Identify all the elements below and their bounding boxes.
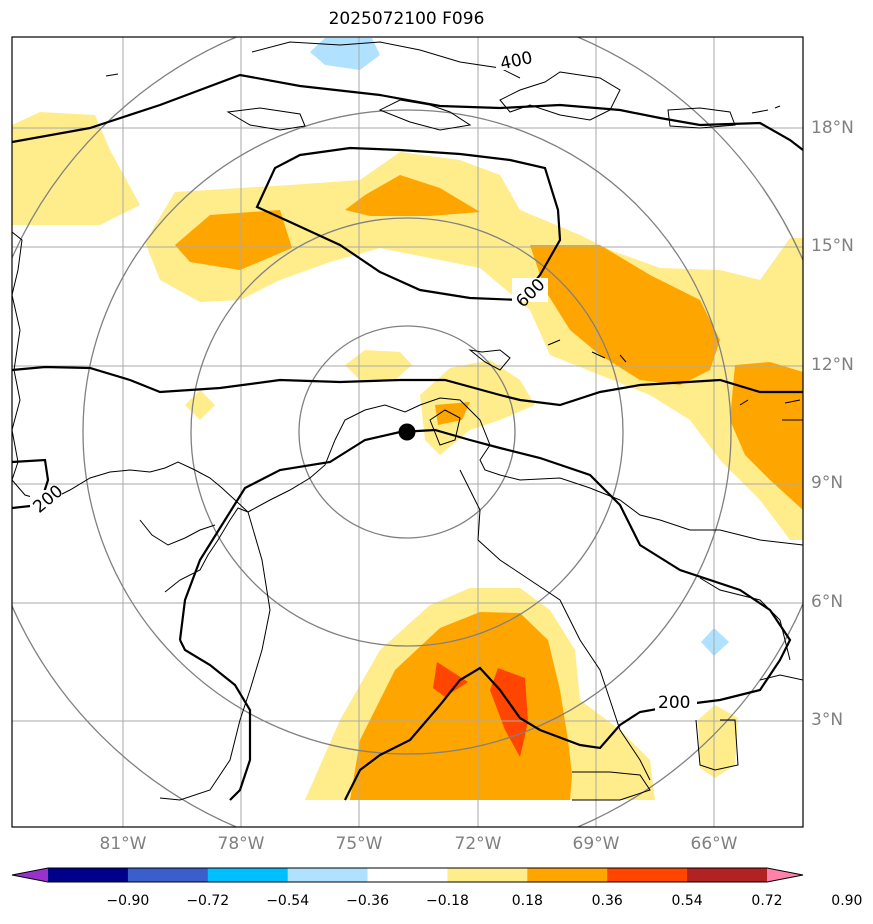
contour-200-main (178, 428, 792, 801)
borders (459, 469, 791, 801)
coast-haiti-south (378, 99, 472, 131)
coastlines (12, 41, 803, 801)
contour-600-loop (255, 146, 562, 302)
colorbar (11, 867, 804, 883)
lon-label-78w: 78°W (217, 834, 265, 854)
coast-hispaniola (499, 71, 621, 121)
lat-label-9n: 9°N (811, 473, 844, 493)
gridlines (12, 37, 803, 827)
lon-label-81w: 81°W (99, 834, 147, 854)
coast-maracaibo (429, 409, 461, 446)
contour-200-west-cap (179, 639, 252, 801)
fill-blue-southeast (701, 628, 729, 656)
contour-label-200-east: 200 (658, 693, 690, 713)
colorbar-segment (687, 868, 768, 882)
colorbar-segment (367, 868, 448, 882)
fill-red-south-west (433, 662, 468, 697)
fill-orange-south (350, 612, 572, 800)
lat-label-18n: 18°N (811, 118, 854, 138)
lon-label-72w: 72°W (454, 834, 502, 854)
fill-yellow-spot-north-colombia (345, 350, 412, 380)
lat-label-12n: 12°N (811, 355, 854, 375)
colorbar-tick-label: −0.18 (425, 893, 469, 909)
contour-lines (12, 73, 803, 801)
coast-paraguana (468, 349, 511, 371)
contour-400 (12, 73, 803, 151)
coast-jamaica (226, 107, 306, 131)
lat-label-15n: 15°N (811, 236, 854, 256)
coast-cuba (251, 41, 521, 79)
fill-yellow-central-band (145, 152, 803, 540)
coast-panama (139, 519, 216, 546)
colorbar-tick-label: 0.18 (511, 893, 543, 909)
lon-label-75w: 75°W (335, 834, 383, 854)
coast-venezuela (619, 499, 803, 546)
border-colombia-brazil (572, 771, 651, 801)
fill-yellow-northwest (12, 112, 140, 225)
range-circles (12, 37, 803, 827)
map-frame (11, 36, 804, 828)
colorbar-segment (48, 868, 129, 882)
lat-label-6n: 6°N (811, 592, 844, 612)
storm-center-marker (398, 423, 416, 441)
colorbar-tick-label: −0.54 (266, 893, 310, 909)
lon-label-66w: 66°W (690, 834, 738, 854)
colorbar-segment (447, 868, 528, 882)
colorbar-tick-label: 0.36 (591, 893, 623, 909)
coast-islands-ne (751, 105, 781, 114)
fill-orange-central-west (175, 210, 292, 270)
colorbar-outline (11, 867, 804, 883)
map-canvas: 400 600 200 200 (11, 36, 804, 828)
lon-label-69w: 69°W (572, 834, 620, 854)
fill-orange-east (530, 245, 720, 385)
fill-blue-north (310, 38, 380, 70)
colorbar-segments (12, 868, 803, 882)
fill-yellow-spot-west (185, 390, 215, 420)
coast-colombia-pacific (159, 511, 271, 801)
colorbar-tick-label: −0.90 (106, 893, 150, 909)
colorbar-segment (527, 868, 608, 882)
fill-yellow-southeast (698, 705, 738, 778)
colorbar-tick-label: −0.72 (186, 893, 230, 909)
anomaly-fills (12, 38, 803, 800)
coast-central-america (12, 231, 249, 593)
colorbar-tick-label: 0.72 (751, 893, 783, 909)
colorbar-extend-high (767, 868, 803, 882)
colorbar-tick-label: 0.54 (671, 893, 703, 909)
coast-small-island-w (105, 73, 119, 77)
coast-colombia-north (247, 397, 621, 513)
coast-puerto-rico (667, 107, 736, 129)
colorbar-segment (287, 868, 369, 882)
border-venezuela-guyana (699, 577, 791, 661)
contour-lat12 (12, 365, 803, 407)
colorbar-segment (127, 868, 209, 882)
border-colombia-venezuela (459, 469, 651, 781)
colorbar-segment (607, 868, 688, 882)
colorbar-tick-label: 0.90 (831, 893, 863, 909)
colorbar-extend-low (12, 868, 48, 882)
coast-abc-islands (547, 339, 627, 363)
colorbar-tick-label: −0.36 (346, 893, 389, 909)
contour-label-boxes (30, 48, 697, 712)
colorbar-segment (207, 868, 289, 882)
fill-orange-far-east (730, 362, 803, 510)
lat-label-3n: 3°N (811, 710, 844, 730)
coast-trinidad (739, 399, 803, 421)
map-title: 2025072100 F096 (328, 9, 485, 29)
fill-orange-central-north (345, 175, 480, 216)
